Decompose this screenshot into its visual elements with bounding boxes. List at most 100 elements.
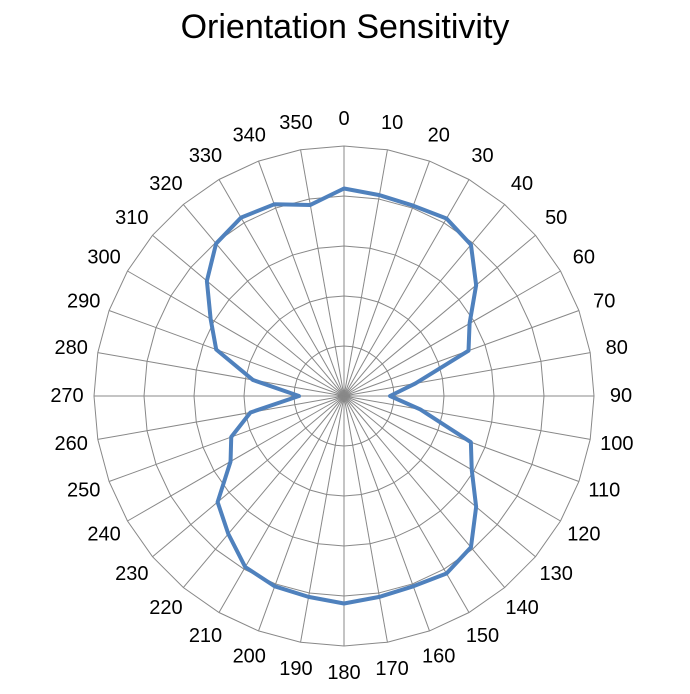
grid-spoke	[343, 395, 591, 440]
grid-spoke	[343, 395, 536, 558]
grid-spoke	[108, 310, 345, 397]
angle-tick-label: 340	[233, 125, 266, 147]
angle-tick-label: 300	[87, 247, 120, 269]
grid-spoke	[343, 395, 430, 632]
data-point	[474, 283, 478, 287]
angle-tick-label: 20	[428, 125, 450, 147]
angle-tick-label: 260	[55, 433, 88, 455]
angle-tick-label: 320	[149, 173, 182, 195]
data-point	[411, 584, 415, 588]
data-point	[308, 203, 312, 207]
grid-spoke	[343, 352, 591, 397]
data-point	[418, 407, 422, 411]
data-point	[272, 202, 276, 206]
grid-spoke	[343, 395, 506, 588]
grid-spoke	[218, 179, 345, 397]
grid-spoke	[343, 160, 430, 397]
angle-tick-label: 110	[588, 480, 620, 502]
grid-spoke	[300, 149, 345, 397]
angle-tick-label: 100	[600, 433, 633, 455]
data-point	[469, 243, 473, 247]
data-point	[307, 595, 311, 599]
angle-tick-label: 290	[67, 290, 100, 312]
grid-spoke	[218, 395, 345, 613]
grid-spoke	[97, 352, 345, 397]
angle-tick-label: 0	[338, 108, 349, 130]
grid-spoke	[343, 395, 561, 522]
chart-title: Orientation Sensitivity	[180, 8, 510, 46]
angle-tick-label: 330	[189, 145, 222, 167]
angle-tick-label: 350	[279, 112, 312, 134]
data-point	[239, 216, 243, 220]
data-point	[377, 193, 381, 197]
data-point	[297, 394, 301, 398]
data-point	[445, 216, 448, 220]
data-point	[273, 584, 277, 588]
grid-spoke	[182, 204, 345, 397]
series-layer	[204, 186, 479, 606]
grid-spoke	[343, 395, 470, 613]
data-point	[214, 347, 218, 351]
grid	[93, 145, 595, 647]
data-point	[342, 187, 346, 190]
angle-tick-label: 210	[189, 625, 222, 647]
grid-spoke	[300, 395, 345, 643]
angle-tick-label: 310	[115, 207, 148, 229]
angle-tick-label: 180	[327, 662, 360, 684]
grid-spoke	[343, 149, 388, 397]
data-point	[205, 279, 209, 283]
data-point	[413, 381, 417, 385]
data-point	[226, 532, 230, 536]
grid-spoke	[343, 234, 536, 397]
angle-tick-label: 220	[149, 597, 182, 619]
angle-tick-label: 170	[375, 658, 408, 680]
angle-tick-label: 120	[567, 524, 600, 546]
angle-tick-label: 270	[50, 385, 83, 407]
data-point	[377, 595, 381, 599]
data-point	[469, 545, 473, 549]
angle-tick-label: 200	[233, 645, 266, 667]
data-point	[251, 378, 255, 382]
grid-spoke	[152, 395, 345, 558]
grid-spoke	[152, 234, 345, 397]
angle-tick-label: 190	[279, 658, 312, 680]
data-point	[470, 468, 474, 472]
data-point	[445, 572, 448, 576]
grid-spoke	[343, 395, 580, 482]
angle-tick-label: 150	[466, 625, 499, 647]
angle-tick-label: 140	[505, 597, 538, 619]
data-point	[243, 565, 247, 569]
grid-spoke	[258, 395, 345, 632]
data-point	[248, 411, 252, 414]
grid-spoke	[343, 270, 561, 397]
data-point	[411, 204, 415, 208]
data-point	[474, 505, 478, 509]
angle-tick-label: 240	[87, 524, 120, 546]
grid-spoke	[343, 204, 506, 397]
data-point	[209, 317, 213, 321]
grid-spoke	[127, 395, 345, 522]
grid-spoke	[182, 395, 345, 588]
grid-spoke	[97, 395, 345, 440]
data-point	[229, 460, 233, 463]
angle-tick-label: 10	[381, 112, 403, 134]
angle-tick-label: 280	[55, 337, 88, 359]
data-point	[342, 602, 346, 605]
grid-spoke	[127, 270, 345, 397]
data-point	[468, 322, 472, 325]
angle-tick-label: 60	[573, 247, 595, 269]
grid-spoke	[343, 395, 388, 643]
data-point	[229, 435, 233, 439]
angle-tick-label: 30	[471, 145, 493, 167]
angle-tick-label: 250	[67, 480, 100, 502]
angle-tick-label: 50	[545, 207, 567, 229]
angle-tick-label: 40	[511, 173, 533, 195]
data-point	[216, 500, 220, 504]
grid-spoke	[258, 160, 345, 397]
grid-spoke	[343, 179, 470, 397]
grid-spoke	[108, 395, 345, 482]
angle-tick-label: 130	[540, 563, 573, 585]
angle-tick-label: 160	[422, 645, 455, 667]
